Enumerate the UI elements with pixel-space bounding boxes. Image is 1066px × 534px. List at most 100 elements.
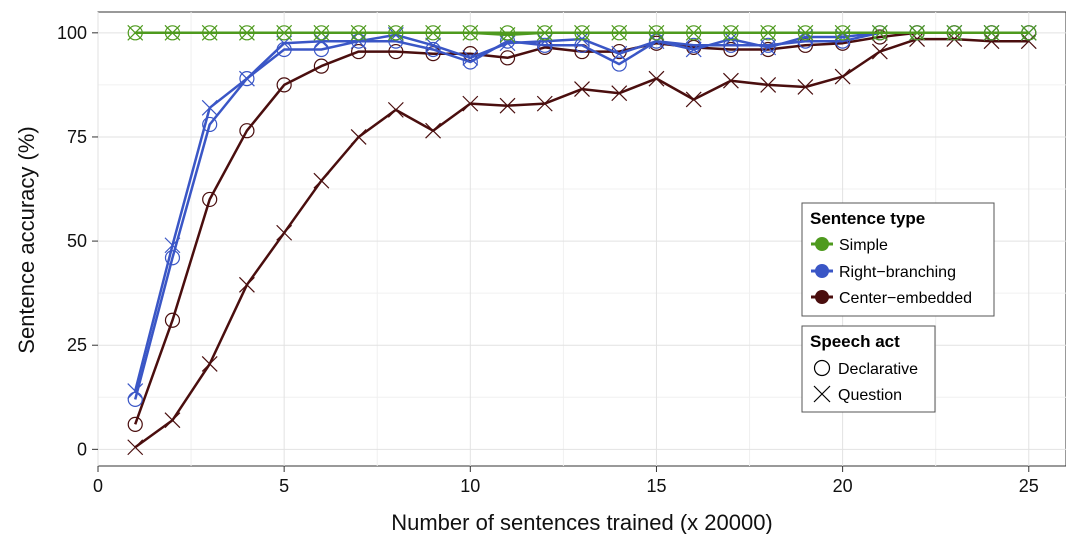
y-tick-label: 25	[67, 335, 87, 355]
data-point-declarative	[313, 41, 329, 58]
data-point-question	[238, 24, 255, 41]
data-point-question	[536, 33, 553, 50]
series-center-embedded-question	[127, 31, 1037, 456]
data-point-question	[983, 24, 1000, 41]
data-point-question	[685, 41, 702, 58]
x-tick-label: 20	[833, 476, 853, 496]
data-point-question	[164, 237, 181, 254]
y-tick-label: 75	[67, 127, 87, 147]
data-point-question	[760, 39, 777, 56]
x-tick-label: 10	[460, 476, 480, 496]
data-point-declarative	[239, 123, 255, 139]
data-point-declarative	[127, 391, 143, 407]
data-point-question	[797, 79, 814, 95]
data-point-question	[1020, 24, 1037, 41]
legend-sentence-type: Sentence type Simple Right−branching Cen…	[801, 202, 995, 317]
data-point-question	[276, 224, 293, 241]
data-point-question	[350, 24, 367, 41]
data-point-declarative	[499, 25, 516, 41]
data-point-question	[871, 24, 888, 41]
data-point-question	[462, 95, 479, 112]
data-point-question	[909, 24, 926, 41]
legend-act-title: Speech act	[810, 332, 900, 351]
legend-label-declarative: Declarative	[838, 361, 918, 378]
legend-label-right-branching: Right−branching	[839, 264, 956, 281]
data-point-declarative	[351, 43, 367, 60]
legend-type-title: Sentence type	[810, 209, 925, 228]
legend-item-declarative: Declarative	[813, 359, 918, 378]
data-point-question	[499, 97, 516, 114]
data-point-declarative	[164, 250, 181, 266]
y-axis-title: Sentence accuracy (%)	[14, 126, 39, 353]
data-point-question	[685, 91, 702, 108]
data-point-declarative	[388, 43, 404, 60]
data-point-question	[722, 72, 739, 89]
data-point-question	[648, 33, 665, 50]
data-point-question	[946, 24, 963, 41]
data-point-declarative	[202, 116, 218, 133]
data-point-question	[574, 31, 590, 47]
data-point-question	[425, 122, 442, 139]
x-tick-label: 0	[93, 476, 103, 496]
data-point-question	[350, 129, 367, 145]
legend-cross-marker-icon	[813, 385, 831, 403]
data-point-question	[685, 24, 702, 41]
x-axis-title: Number of sentences trained (x 20000)	[391, 510, 773, 534]
legend-item-simple: Simple	[811, 237, 888, 254]
data-point-question	[536, 95, 553, 112]
y-tick-label: 50	[67, 231, 87, 251]
data-point-question	[536, 24, 553, 41]
data-point-declarative	[127, 416, 143, 432]
data-point-declarative	[872, 29, 888, 45]
data-point-declarative	[686, 37, 702, 53]
data-point-declarative	[313, 58, 329, 74]
data-point-declarative	[164, 312, 181, 328]
data-point-question	[834, 24, 851, 41]
legend-speech-act: Speech act Declarative Question	[801, 325, 936, 413]
data-point-question	[574, 81, 590, 97]
data-point-declarative	[611, 56, 627, 72]
legend-circle-marker-icon	[813, 359, 831, 377]
data-point-declarative	[202, 191, 218, 208]
legend-label-center-embedded: Center−embedded	[839, 290, 972, 307]
data-point-question	[983, 33, 1000, 50]
legend-item-question: Question	[813, 385, 902, 404]
data-point-question	[722, 24, 739, 41]
data-point-question	[201, 356, 218, 372]
data-point-question	[276, 24, 293, 41]
data-point-question	[871, 43, 888, 60]
legend-label-question: Question	[838, 387, 902, 404]
data-point-question	[648, 70, 665, 87]
data-point-declarative	[723, 41, 739, 58]
data-point-question	[760, 24, 777, 41]
data-point-question	[201, 99, 218, 116]
data-point-question	[127, 24, 144, 41]
data-point-declarative	[760, 41, 776, 58]
data-point-declarative	[499, 50, 516, 66]
legend-act-box	[801, 325, 936, 413]
data-point-question	[946, 31, 963, 47]
data-point-question	[760, 76, 777, 93]
y-tick-label: 100	[57, 23, 87, 43]
axes: 0 5 10 15 20 25 0 25 50 75 100	[57, 23, 1039, 496]
x-tick-label: 25	[1019, 476, 1039, 496]
data-point-question	[201, 24, 218, 41]
data-point-question	[313, 24, 330, 41]
data-point-question	[127, 383, 144, 399]
data-point-declarative	[425, 46, 441, 62]
legend-dot-right-branching	[815, 264, 829, 278]
data-point-declarative	[276, 77, 292, 93]
data-point-declarative	[797, 33, 813, 49]
data-point-question	[797, 24, 814, 41]
x-tick-label: 5	[279, 476, 289, 496]
data-point-question	[462, 49, 479, 66]
data-point-declarative	[797, 37, 813, 53]
legend-item-center-embedded: Center−embedded	[811, 290, 972, 307]
series-line-center-embedded-declarative	[134, 31, 1029, 425]
data-point-question	[387, 26, 404, 43]
data-point-declarative	[648, 33, 665, 49]
data-point-question	[909, 31, 926, 47]
series-group	[127, 24, 1037, 456]
y-tick-label: 0	[77, 439, 87, 459]
